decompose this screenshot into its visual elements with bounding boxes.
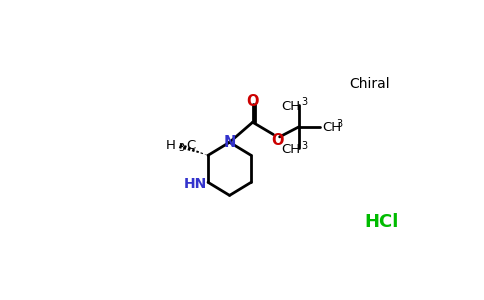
Text: 3: 3 xyxy=(178,143,184,153)
Text: O: O xyxy=(271,133,284,148)
Text: Chiral: Chiral xyxy=(349,77,390,91)
Text: HCl: HCl xyxy=(364,213,398,231)
Text: H: H xyxy=(166,139,176,152)
Text: C: C xyxy=(186,139,196,152)
Text: CH: CH xyxy=(322,121,341,134)
Text: 3: 3 xyxy=(301,97,307,107)
Text: 3: 3 xyxy=(336,119,342,129)
Text: O: O xyxy=(246,94,259,109)
Text: CH: CH xyxy=(282,100,301,112)
Text: 3: 3 xyxy=(301,141,307,151)
Text: N: N xyxy=(224,135,236,150)
Text: HN: HN xyxy=(184,177,207,191)
Text: CH: CH xyxy=(282,143,301,157)
